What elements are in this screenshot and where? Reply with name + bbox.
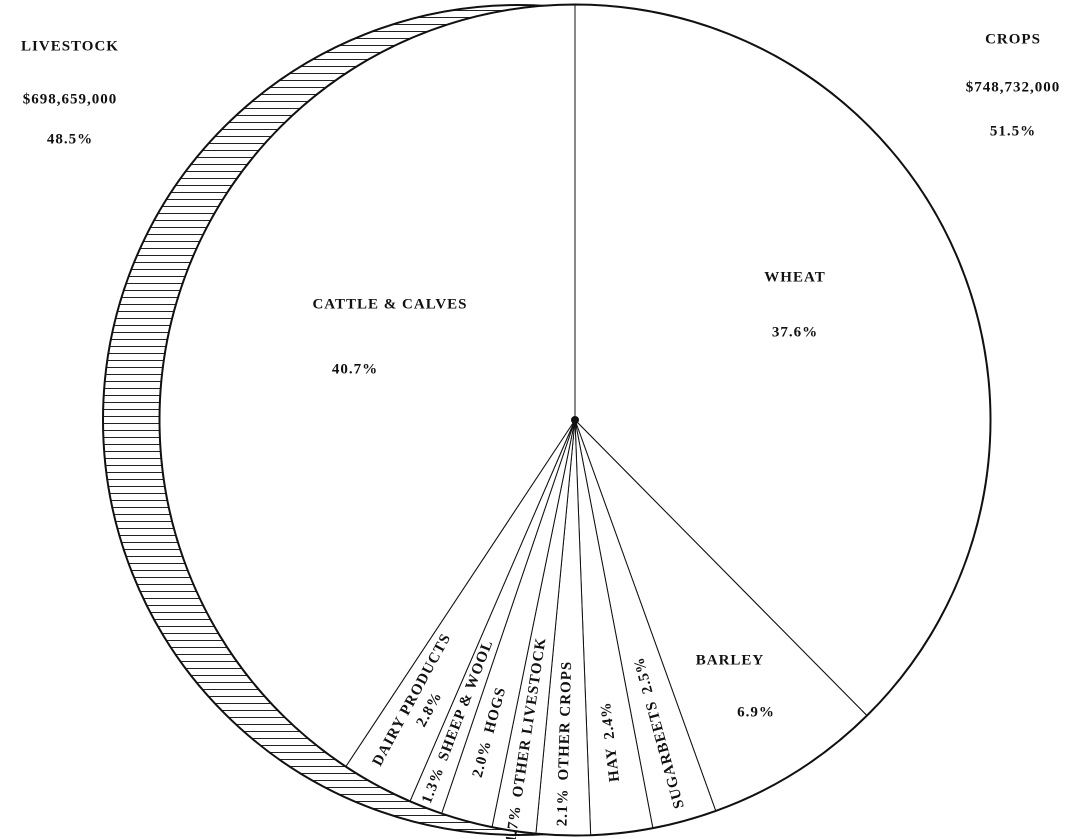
slice-value: 2.1% bbox=[555, 788, 572, 826]
slice-value: 1.7% bbox=[504, 804, 525, 839]
group-name: LIVESTOCK bbox=[21, 38, 119, 54]
slice-value: 6.9% bbox=[737, 704, 775, 720]
group-share: 51.5% bbox=[990, 123, 1036, 139]
group-name: CROPS bbox=[985, 31, 1041, 47]
group-amount: $698,659,000 bbox=[23, 91, 118, 107]
slice-label-group: 2.1% OTHER CROPS bbox=[555, 661, 576, 827]
slice-name: HAY bbox=[604, 746, 624, 783]
slice-label: BARLEY bbox=[696, 652, 765, 668]
pie-slice bbox=[159, 4, 576, 767]
pie-slice bbox=[574, 4, 991, 716]
slice-label: 2.1% OTHER CROPS bbox=[555, 661, 576, 827]
slice-label: WHEAT bbox=[764, 269, 825, 285]
slice-value: 40.7% bbox=[332, 361, 378, 377]
slice-label: HAY 2.4% bbox=[598, 701, 623, 783]
pie-slice bbox=[574, 419, 868, 812]
slice-label-group: HAY 2.4% bbox=[598, 701, 623, 783]
slice-label: CATTLE & CALVES bbox=[312, 296, 467, 312]
slice-value: 2.4% bbox=[598, 701, 618, 740]
pie-center bbox=[571, 416, 579, 424]
slice-name: OTHER CROPS bbox=[556, 661, 575, 781]
slice-value: 37.6% bbox=[772, 324, 818, 340]
group-amount: $748,732,000 bbox=[966, 79, 1061, 95]
group-share: 48.5% bbox=[47, 131, 93, 147]
